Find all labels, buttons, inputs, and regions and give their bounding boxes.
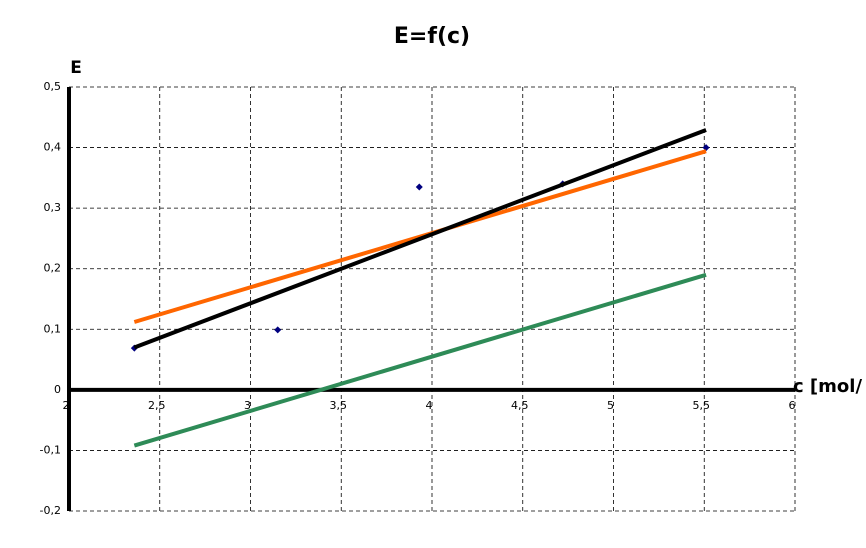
trend-line	[133, 272, 707, 448]
x-tick-label: 4,5	[511, 399, 529, 412]
x-tick-label: 4	[426, 399, 433, 412]
x-tick-label: 3,5	[330, 399, 348, 412]
data-point	[415, 183, 423, 191]
chart-title: E=f(c)	[394, 24, 470, 49]
x-tick-label: 6	[789, 399, 796, 412]
trend-line	[133, 128, 707, 350]
y-tick-label: 0	[54, 383, 61, 396]
data-point	[702, 144, 710, 152]
y-tick-label: 0,5	[44, 80, 62, 93]
data-point	[274, 326, 282, 334]
y-tick-label: 0,1	[44, 322, 62, 335]
y-tick-label: 0,2	[44, 262, 62, 275]
y-axis-label: E	[70, 58, 82, 78]
x-tick-label: 2,5	[148, 399, 166, 412]
x-axis-label: c [mol/	[793, 376, 862, 397]
x-tick-label: 5	[607, 399, 614, 412]
y-tick-label: -0,1	[40, 443, 61, 456]
y-tick-label: 0,4	[44, 141, 62, 154]
x-tick-label: 5,5	[693, 399, 711, 412]
y-tick-label: 0,3	[44, 201, 62, 214]
y-tick-label: -0,2	[40, 504, 61, 517]
x-tick-label: 2	[63, 399, 70, 412]
x-tick-label: 3	[244, 399, 251, 412]
